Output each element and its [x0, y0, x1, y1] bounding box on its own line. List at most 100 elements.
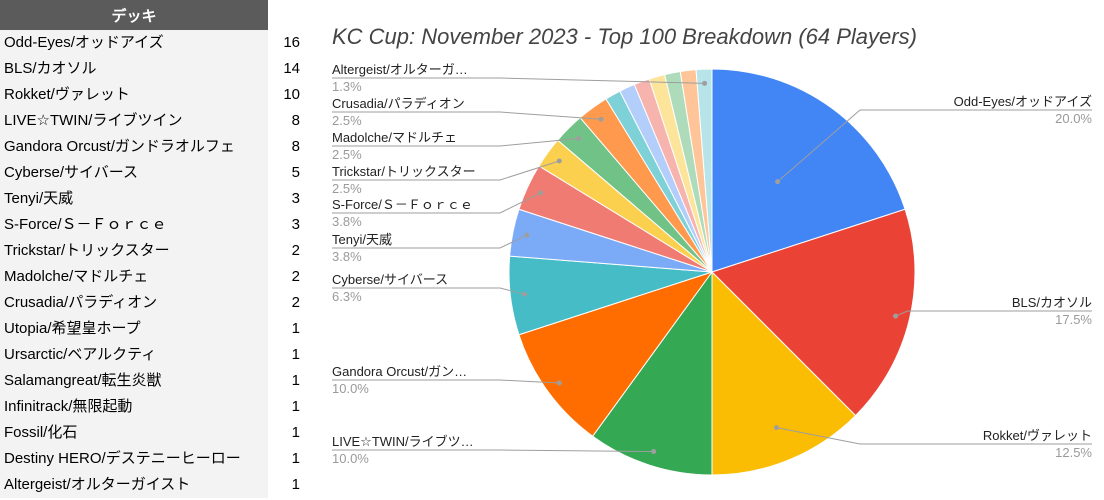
slice-percent: 10.0% [332, 381, 369, 396]
slice-label: Odd-Eyes/オッドアイズ [954, 94, 1092, 109]
chart-title: KC Cup: November 2023 - Top 100 Breakdow… [332, 24, 917, 49]
table-row: Tenyi/天威 3 [0, 186, 305, 212]
slice-label: BLS/カオソル [1012, 295, 1092, 310]
label-leader-line [776, 427, 1092, 445]
deck-name-cell: Ursarctic/ベアルクティ [0, 342, 268, 368]
deck-name-cell: Cyberse/サイバース [0, 160, 268, 186]
table-header-row: デッキ [0, 0, 305, 30]
slice-label: Rokket/ヴァレット [983, 428, 1092, 443]
slice-percent: 2.5% [332, 113, 362, 128]
table-row: Salamangreat/転生炎獣 1 [0, 368, 305, 394]
slice-label: Tenyi/天威 [332, 232, 392, 247]
table-row: Trickstar/トリックスター 2 [0, 238, 305, 264]
table-row: Gandora Orcust/ガンドラオルフェ 8 [0, 134, 305, 160]
slice-label: Madolche/マドルチェ [332, 130, 457, 145]
table-row: Destiny HERO/デステニーヒーロー 1 [0, 446, 305, 472]
slice-percent: 20.0% [1055, 111, 1092, 126]
label-leader-line [895, 310, 1092, 317]
pie-slice [711, 208, 916, 417]
deck-count-cell: 10 [283, 86, 300, 103]
slice-label: Crusadia/パラディオン [332, 96, 465, 111]
deck-name-cell: Salamangreat/転生炎獣 [0, 368, 268, 394]
slice-percent: 1.3% [332, 79, 362, 94]
deck-name-cell: S-Force/Ｓ－Ｆｏｒｃｅ [0, 212, 268, 238]
deck-count-cell: 8 [291, 138, 300, 155]
deck-name-cell: Crusadia/パラディオン [0, 290, 268, 316]
slice-label: Gandora Orcust/ガン… [332, 364, 467, 379]
slice-label: LIVE☆TWIN/ライブツ… [332, 434, 474, 449]
table-row: Altergeist/オルターガイスト 1 [0, 472, 305, 498]
slice-percent: 2.5% [332, 147, 362, 162]
table-row: Rokket/ヴァレット 10 [0, 82, 305, 108]
deck-count-cell: 1 [291, 320, 300, 337]
table-row: S-Force/Ｓ－Ｆｏｒｃｅ 3 [0, 212, 305, 238]
table-row: Fossil/化石 1 [0, 420, 305, 446]
deck-count-cell: 1 [291, 424, 300, 441]
deck-name-cell: BLS/カオソル [0, 56, 268, 82]
slice-label: S-Force/Ｓ－Ｆｏｒｃｅ [332, 197, 473, 212]
deck-name-cell: Altergeist/オルターガイスト [0, 472, 268, 498]
label-leader-line [332, 234, 528, 249]
table-row: Crusadia/パラディオン 2 [0, 290, 305, 316]
table-row: Ursarctic/ベアルクティ 1 [0, 342, 305, 368]
deck-count-cell: 1 [291, 398, 300, 415]
table-row: BLS/カオソル 14 [0, 56, 305, 82]
deck-count-cell: 2 [291, 294, 300, 311]
deck-name-cell: Infinitrack/無限起動 [0, 394, 268, 420]
deck-name-cell: Destiny HERO/デステニーヒーロー [0, 446, 268, 472]
label-leader-line [332, 449, 654, 453]
table-row: Utopia/希望皇ホープ 1 [0, 316, 305, 342]
pie-slice [591, 270, 713, 476]
deck-count-cell: 1 [291, 372, 300, 389]
pie-slice [518, 271, 714, 437]
deck-count-cell: 2 [291, 268, 300, 285]
deck-name-cell: Gandora Orcust/ガンドラオルフェ [0, 134, 268, 160]
table-row: Madolche/マドルチェ 2 [0, 264, 305, 290]
table-row: Odd-Eyes/オッドアイズ 16 [0, 30, 305, 56]
label-leader-line [332, 160, 560, 181]
deck-name-cell: Utopia/希望皇ホープ [0, 316, 268, 342]
label-leader-line [332, 111, 602, 120]
label-leader-line [777, 109, 1092, 183]
label-leader-line [332, 379, 560, 384]
deck-count-cell: 1 [291, 476, 300, 493]
label-leader-line [332, 287, 525, 295]
deck-name-cell: Trickstar/トリックスター [0, 238, 268, 264]
slice-percent: 3.8% [332, 249, 362, 264]
table-row: Cyberse/サイバース 5 [0, 160, 305, 186]
slice-label: Cyberse/サイバース [332, 272, 448, 287]
slice-percent: 2.5% [332, 181, 362, 196]
deck-count-cell: 3 [291, 190, 300, 207]
deck-name-cell: Odd-Eyes/オッドアイズ [0, 30, 268, 56]
deck-count-cell: 3 [291, 216, 300, 233]
deck-count-cell: 8 [291, 112, 300, 129]
slice-percent: 6.3% [332, 289, 362, 304]
deck-count-cell: 2 [291, 242, 300, 259]
deck-count-cell: 1 [291, 346, 300, 363]
slice-label: Trickstar/トリックスター [332, 164, 476, 179]
deck-count-cell: 5 [291, 164, 300, 181]
deck-name-cell: Madolche/マドルチェ [0, 264, 268, 290]
table-header-count-cell [268, 0, 305, 30]
slice-percent: 10.0% [332, 451, 369, 466]
deck-table: デッキ Odd-Eyes/オッドアイズ 16 BLS/カオソル 14 Rokket/ヴァ… [0, 0, 305, 500]
table-row: LIVE☆TWIN/ライブツイン 8 [0, 108, 305, 134]
slice-percent: 3.8% [332, 214, 362, 229]
label-leader-line [332, 192, 541, 214]
slice-percent: 12.5% [1055, 445, 1092, 460]
deck-name-cell: LIVE☆TWIN/ライブツイン [0, 108, 268, 134]
label-leader-line [332, 138, 579, 147]
pie-slice [711, 270, 857, 476]
deck-name-cell: Rokket/ヴァレット [0, 82, 268, 108]
deck-count-cell: 16 [283, 34, 300, 51]
slice-percent: 17.5% [1055, 312, 1092, 327]
label-leader-line [332, 77, 705, 84]
slice-label: Altergeist/オルターガ… [332, 62, 468, 77]
table-header-deck: デッキ [111, 7, 157, 25]
deck-name-cell: Tenyi/天威 [0, 186, 268, 212]
pie-slice [695, 68, 713, 273]
table-row: Infinitrack/無限起動 1 [0, 394, 305, 420]
pie-slice [711, 68, 906, 273]
deck-name-cell: Fossil/化石 [0, 420, 268, 446]
